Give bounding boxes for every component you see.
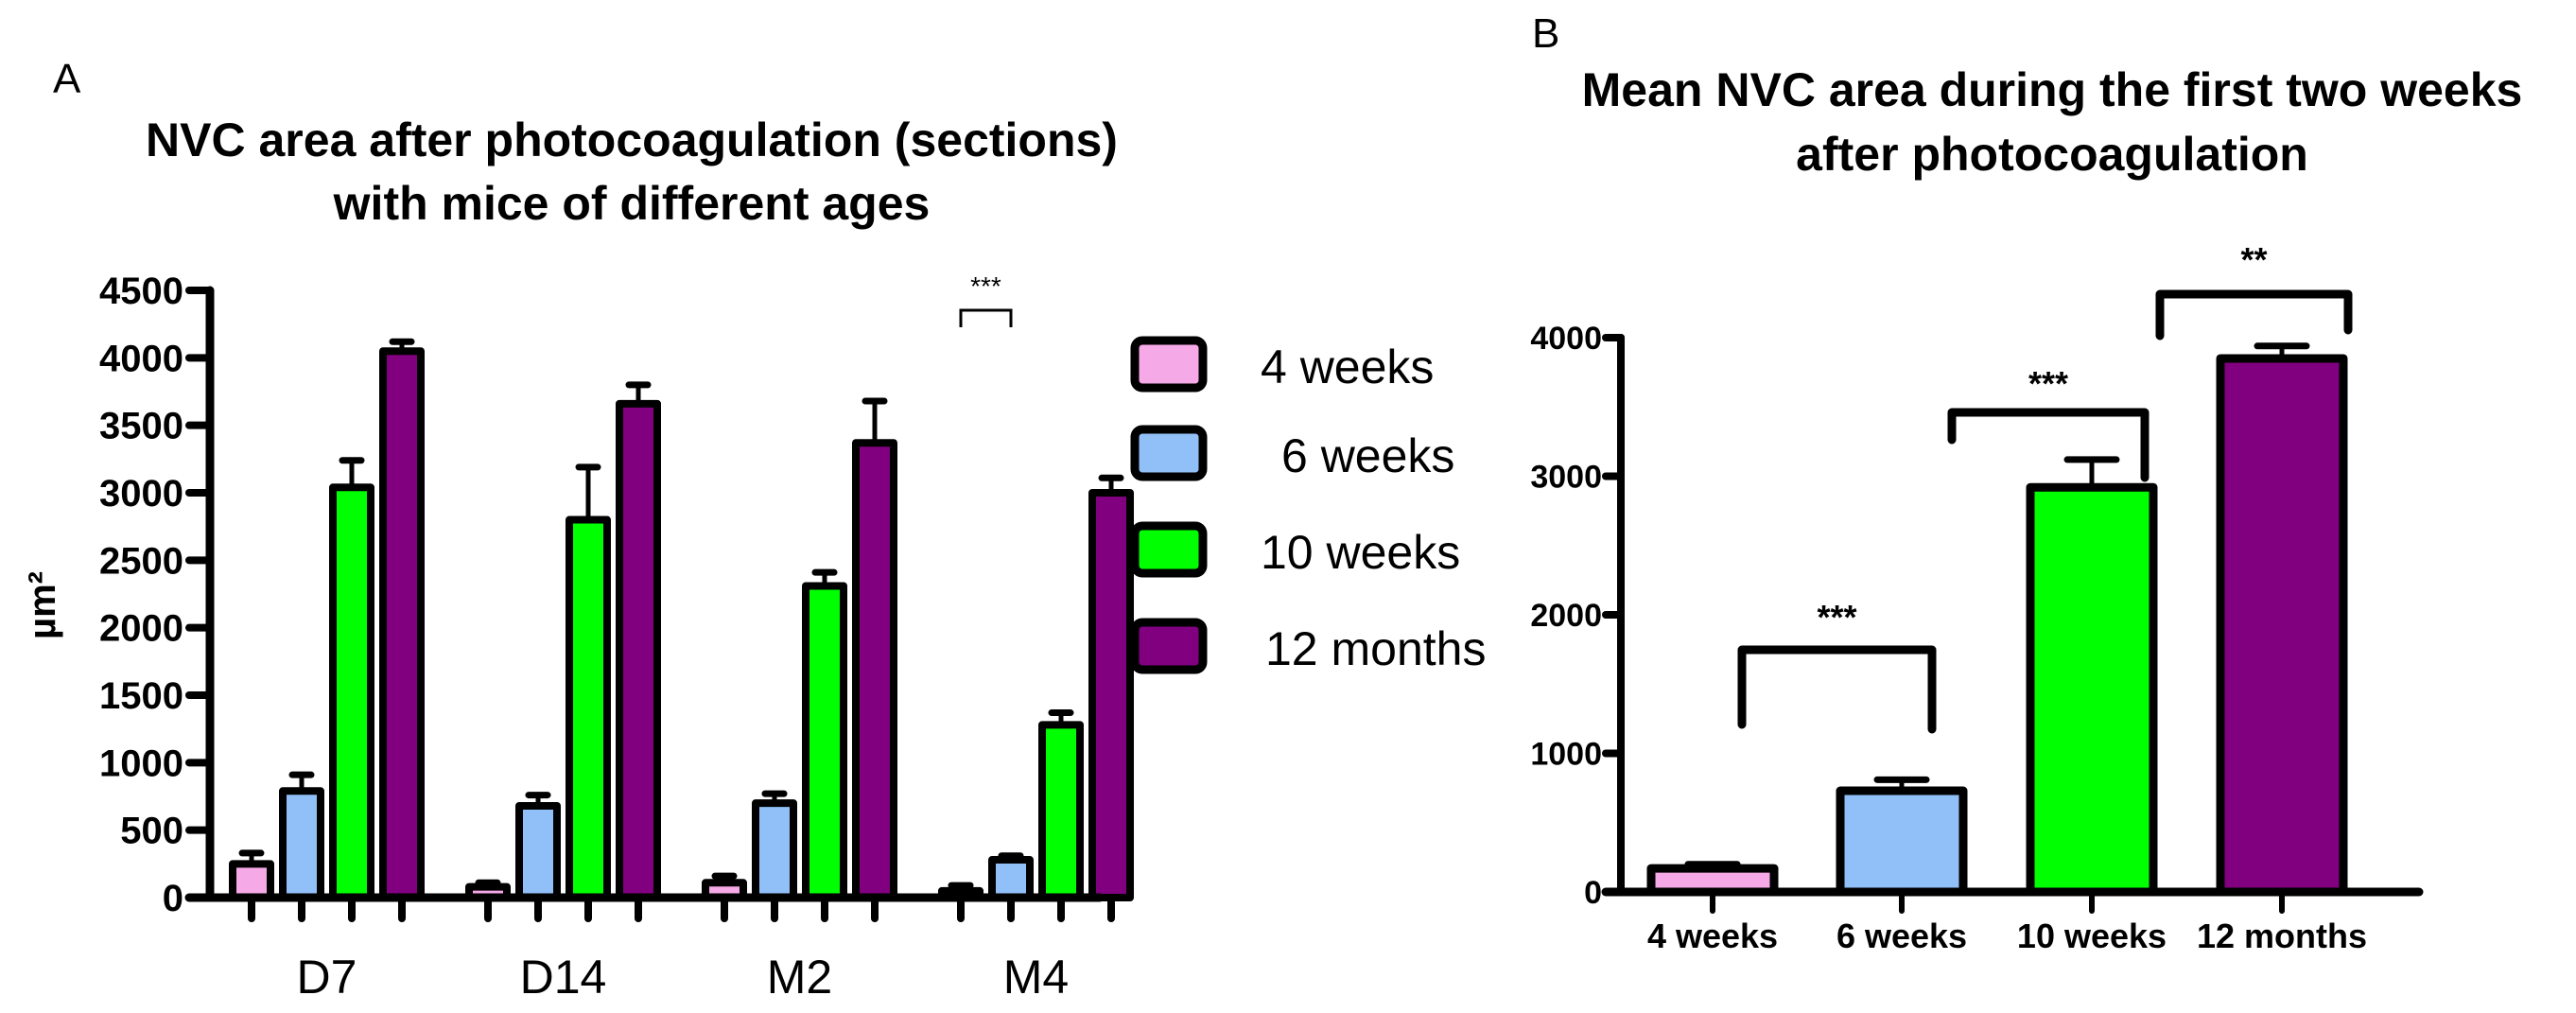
bar-6-weeks-M4 (988, 856, 1034, 902)
x-category-label: 6 weeks (1836, 917, 1967, 955)
x-category-label: M4 (1003, 951, 1069, 1004)
panel-a: A NVC area after photocoagulation (secti… (22, 56, 1486, 1004)
chart-a-legend: 4 weeks 6 weeks 10 weeks 12 months (1130, 336, 1486, 675)
chart-a-x-labels: D7 D14 M2 M4 (297, 951, 1070, 1004)
legend-label: 10 weeks (1261, 526, 1460, 579)
chart-b-y-ticks: 0 1000 2000 3000 4000 (1530, 321, 1625, 911)
significance-label: ** (2240, 240, 2267, 279)
y-tick-label: 3000 (1530, 460, 1602, 496)
y-tick-label: 3000 (99, 473, 183, 515)
bar-12-months-D7 (379, 347, 425, 901)
chart-a-title-line-2: with mice of different ages (333, 177, 931, 230)
y-tick-label: 2000 (99, 608, 183, 650)
bar-6-weeks-D7 (279, 787, 324, 901)
bar-12-months-M4 (1088, 489, 1134, 901)
y-tick-label: 3500 (99, 406, 183, 447)
legend-swatch-12-months (1130, 618, 1208, 674)
legend-swatch-6-weeks (1130, 425, 1208, 481)
x-category-label: 10 weeks (2017, 917, 2167, 955)
panel-letter-b: B (1532, 10, 1559, 57)
x-category-label: 12 months (2197, 917, 2367, 955)
y-tick-label: 2500 (99, 540, 183, 582)
y-tick-label: 4500 (99, 271, 183, 312)
y-tick-label: 1000 (99, 742, 183, 784)
bar-10-weeks-D14 (566, 515, 611, 901)
y-tick-label: 1500 (99, 675, 183, 717)
y-tick-label: 500 (120, 811, 183, 852)
bar-4-weeks-D7 (229, 860, 274, 901)
significance-bracket (2155, 289, 2353, 341)
bar-6-weeks (1836, 786, 1968, 897)
chart-b-x-labels: 4 weeks 6 weeks 10 weeks 12 months (1647, 917, 2367, 955)
bar-12-months-M2 (852, 439, 897, 901)
chart-b-bars (1646, 342, 2348, 897)
bar-12-months (2216, 354, 2348, 897)
chart-a-title-line-1: NVC area after photocoagulation (section… (146, 114, 1118, 166)
chart-a-bars (229, 338, 1134, 902)
bar-10-weeks (2026, 482, 2158, 897)
significance-label: *** (1817, 598, 1856, 637)
bar-6-weeks-D14 (515, 801, 561, 902)
y-tick-label: 1000 (1530, 737, 1602, 773)
y-tick-label: 4000 (1530, 321, 1602, 357)
y-tick-label: 0 (1584, 875, 1602, 911)
y-tick-label: 2000 (1530, 598, 1602, 634)
x-category-label: 4 weeks (1647, 917, 1778, 955)
y-tick-label: 4000 (99, 338, 183, 379)
significance-bracket (1947, 408, 2150, 482)
panel-letter-a: A (53, 56, 81, 102)
bar-6-weeks-M2 (752, 799, 797, 902)
chart-b-title-line-1: Mean NVC area during the first two weeks (1582, 63, 2523, 116)
chart-a-axes (184, 286, 1115, 922)
x-category-label: D14 (520, 951, 607, 1004)
bar-10-weeks-M2 (802, 582, 847, 901)
x-category-label: M2 (767, 951, 832, 1004)
chart-a-y-ticks: 0 500 1000 1500 2000 2500 3000 3500 4000 4500 (99, 271, 214, 919)
significance-label: *** (970, 271, 1001, 301)
panel-b: B Mean NVC area during the first two wee… (1530, 10, 2522, 955)
bar-10-weeks-D7 (329, 483, 374, 901)
x-category-label: D7 (297, 951, 357, 1004)
chart-a-y-axis-label: µm² (22, 571, 63, 639)
chart-b-axes (1601, 334, 2424, 914)
chart-b-significance: ******** (1737, 240, 2353, 734)
significance-bracket (959, 308, 1013, 327)
y-tick-label: 0 (163, 878, 183, 919)
significance-bracket (1737, 645, 1937, 734)
legend-swatch-10-weeks (1130, 521, 1208, 578)
legend-label: 12 months (1265, 622, 1486, 675)
chart-b-title-line-2: after photocoagulation (1796, 128, 2308, 181)
legend-label: 6 weeks (1281, 429, 1454, 482)
chart-a-significance: *** (959, 271, 1013, 327)
bar-10-weeks-M4 (1038, 721, 1084, 901)
legend-label: 4 weeks (1261, 341, 1434, 393)
significance-label: *** (2028, 364, 2068, 403)
legend-swatch-4-weeks (1130, 336, 1208, 393)
bar-12-months-D14 (616, 399, 661, 901)
